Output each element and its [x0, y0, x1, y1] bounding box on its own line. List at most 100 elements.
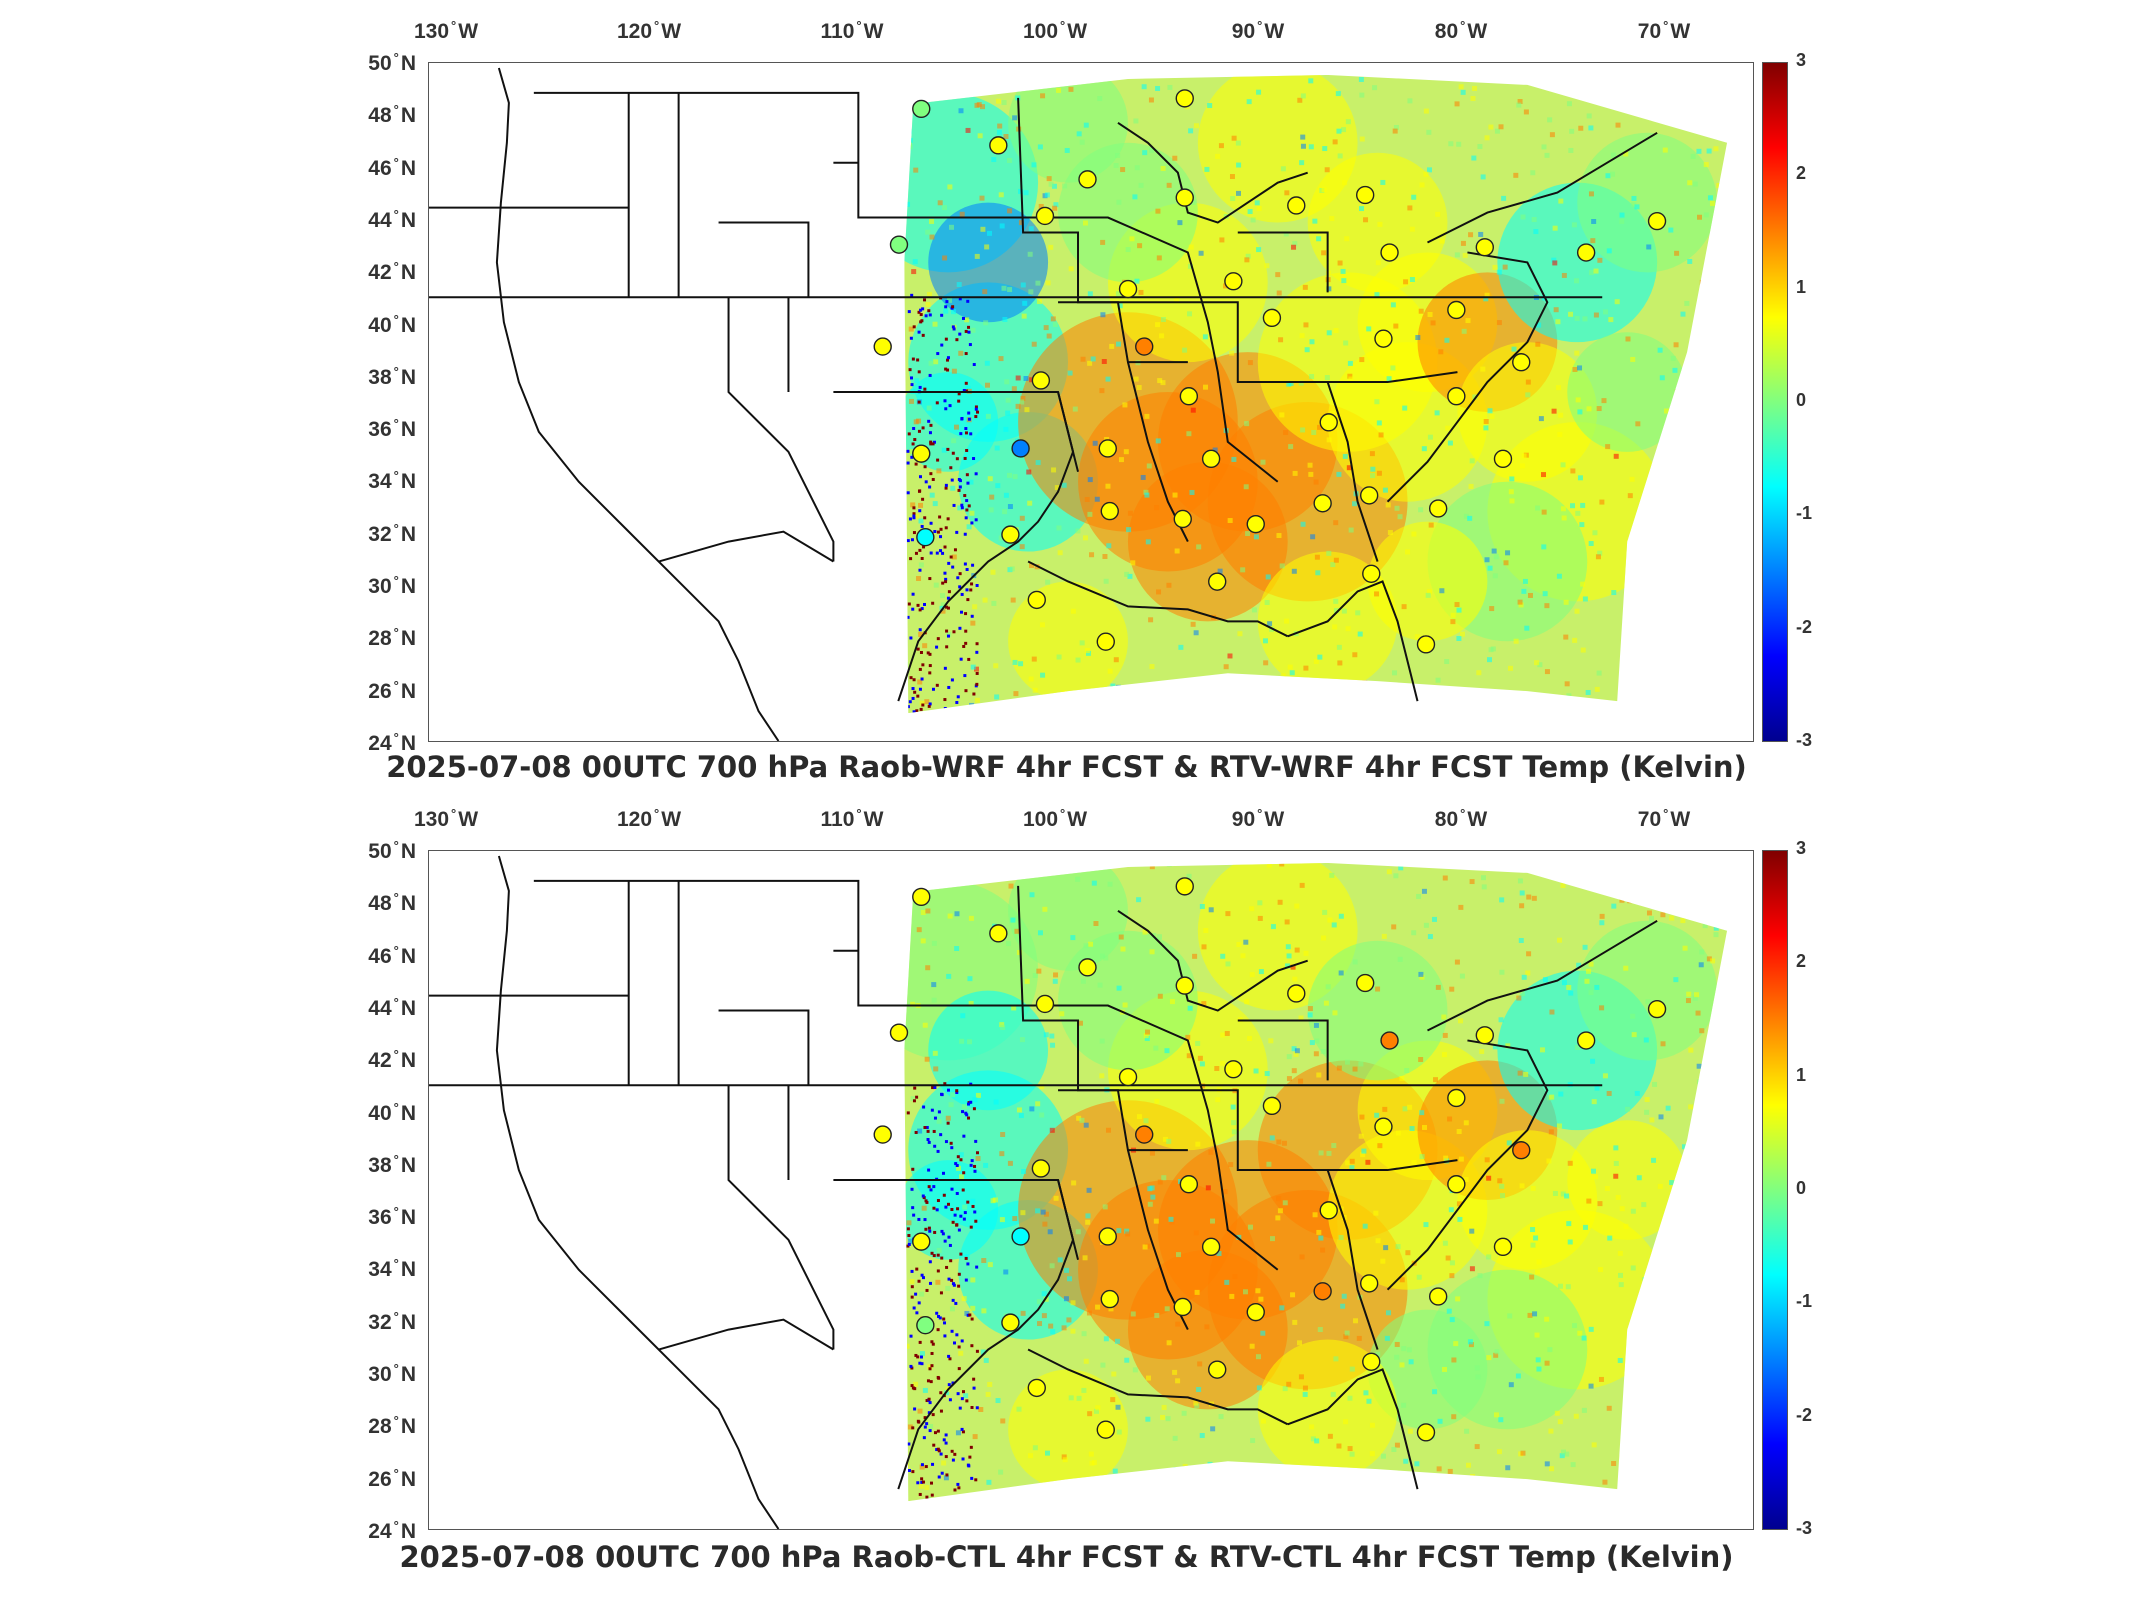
field-speckle — [1530, 1185, 1536, 1191]
field-speckle — [1382, 487, 1388, 493]
field-speckle — [1144, 492, 1150, 498]
field-speckle — [1127, 573, 1133, 579]
field-speckle — [1036, 299, 1042, 305]
field-speckle — [1046, 176, 1052, 182]
field-speckle — [1436, 1466, 1442, 1472]
lat-tick-label: 38 °N — [368, 363, 416, 389]
field-speckle — [1142, 1244, 1148, 1250]
field-speckle — [1472, 86, 1478, 92]
field-edge-noise — [925, 1399, 929, 1403]
field-speckle — [1018, 188, 1024, 194]
field-speckle — [1164, 1048, 1170, 1054]
field-speckle — [1000, 1418, 1006, 1424]
field-speckle — [1613, 1173, 1619, 1179]
field-speckle — [1703, 162, 1709, 168]
field-speckle — [1020, 1210, 1026, 1216]
field-speckle — [904, 1430, 905, 1436]
field-speckle — [1646, 244, 1652, 250]
field-speckle — [1374, 399, 1380, 405]
field-speckle — [1244, 257, 1250, 263]
field-speckle — [1563, 1499, 1569, 1502]
field-edge-noise — [916, 647, 920, 651]
field-speckle — [913, 167, 919, 173]
field-edge-noise — [960, 1427, 964, 1431]
field-speckle — [1043, 1032, 1049, 1038]
field-speckle — [1617, 1250, 1623, 1256]
field-speckle — [1720, 644, 1726, 650]
field-edge-noise — [947, 1277, 951, 1281]
field-speckle — [1496, 1449, 1502, 1455]
field-speckle — [1246, 99, 1252, 105]
field-speckle — [1124, 1228, 1130, 1234]
field-edge-noise — [923, 1218, 927, 1222]
field-speckle — [1606, 1405, 1612, 1411]
field-edge-noise — [957, 392, 961, 396]
field-speckle — [1469, 458, 1475, 464]
field-speckle — [1508, 865, 1514, 871]
field-speckle — [1517, 599, 1523, 605]
field-speckle — [1044, 1450, 1050, 1456]
field-speckle — [945, 1285, 951, 1291]
field-speckle — [1205, 1185, 1211, 1191]
lat-tick-label: 26 °N — [368, 677, 416, 703]
field-edge-noise — [972, 692, 976, 696]
raob-station-marker — [1208, 1360, 1227, 1379]
field-edge-noise — [921, 426, 925, 430]
lat-tick-label: 42 °N — [368, 1047, 416, 1073]
field-speckle — [1531, 217, 1537, 223]
field-edge-noise — [967, 1116, 971, 1120]
field-speckle — [957, 505, 963, 511]
field-speckle — [1704, 1372, 1710, 1378]
field-speckle — [1552, 260, 1558, 266]
field-edge-noise — [923, 516, 927, 520]
field-edge-noise — [922, 1196, 926, 1200]
raob-station-marker — [1031, 1159, 1051, 1178]
field-speckle — [1204, 166, 1210, 172]
field-speckle — [1746, 611, 1751, 616]
field-speckle — [919, 1464, 925, 1470]
field-speckle — [1346, 465, 1352, 471]
field-speckle — [1608, 888, 1614, 894]
field-speckle — [1555, 76, 1561, 82]
lat-tick-label: 36 °N — [368, 416, 416, 442]
field-speckle — [943, 1475, 949, 1481]
field-speckle — [1642, 1456, 1648, 1462]
field-edge-noise — [925, 1288, 929, 1292]
field-speckle — [1113, 162, 1119, 168]
field-speckle — [1605, 173, 1611, 179]
raob-station-marker — [1135, 337, 1154, 356]
field-speckle — [947, 913, 953, 919]
field-speckle — [1300, 93, 1306, 99]
field-speckle — [1028, 226, 1034, 232]
field-speckle — [1505, 1465, 1511, 1471]
field-edge-noise — [972, 1377, 976, 1381]
field-edge-noise — [933, 1230, 937, 1234]
field-speckle — [1008, 883, 1014, 889]
field-speckle — [1356, 1335, 1362, 1341]
raob-station-marker — [1027, 1378, 1046, 1398]
field-speckle — [1716, 183, 1722, 189]
field-speckle — [1232, 1273, 1238, 1279]
raob-station-marker — [912, 99, 931, 119]
field-speckle — [1486, 1254, 1492, 1260]
field-speckle — [1256, 89, 1262, 95]
field-speckle — [1330, 1391, 1336, 1397]
field-speckle — [1286, 1381, 1292, 1387]
field-speckle — [1308, 144, 1314, 150]
field-edge-noise — [974, 405, 978, 409]
field-speckle — [1401, 1402, 1407, 1408]
field-speckle — [1091, 880, 1097, 886]
boundary-line — [897, 391, 1075, 702]
field-speckle — [996, 98, 1001, 104]
field-edge-noise — [944, 407, 948, 411]
field-speckle — [1051, 183, 1057, 189]
field-speckle — [1745, 413, 1750, 418]
field-speckle — [1687, 180, 1693, 186]
field-speckle — [1137, 243, 1143, 249]
field-edge-noise — [955, 530, 959, 534]
field-speckle — [1643, 616, 1649, 622]
field-edge-noise — [929, 472, 933, 476]
field-speckle — [1463, 1177, 1469, 1183]
field-speckle — [1536, 1259, 1542, 1265]
field-speckle — [1103, 1336, 1109, 1342]
